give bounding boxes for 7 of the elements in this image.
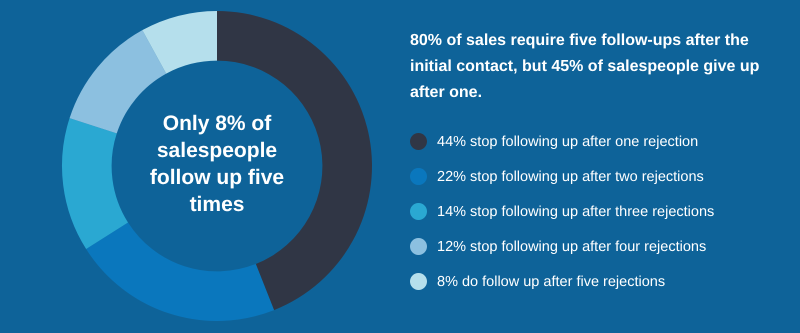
legend-label: 44% stop following up after one rejection	[437, 134, 698, 150]
text: Only 8% of salespeople follow up five times	[148, 111, 286, 218]
legend-label: 14% stop following up after three rejections	[437, 204, 714, 220]
legend-label: 12% stop following up after four rejections	[437, 238, 706, 254]
legend-label: 8% do follow up after five rejections	[437, 274, 666, 290]
legend-label: 22% stop following up after two rejections	[437, 168, 704, 184]
text: 80% of sales require five follow-ups after the initial contact, but 45% of salespeople give up after one.	[410, 31, 760, 103]
